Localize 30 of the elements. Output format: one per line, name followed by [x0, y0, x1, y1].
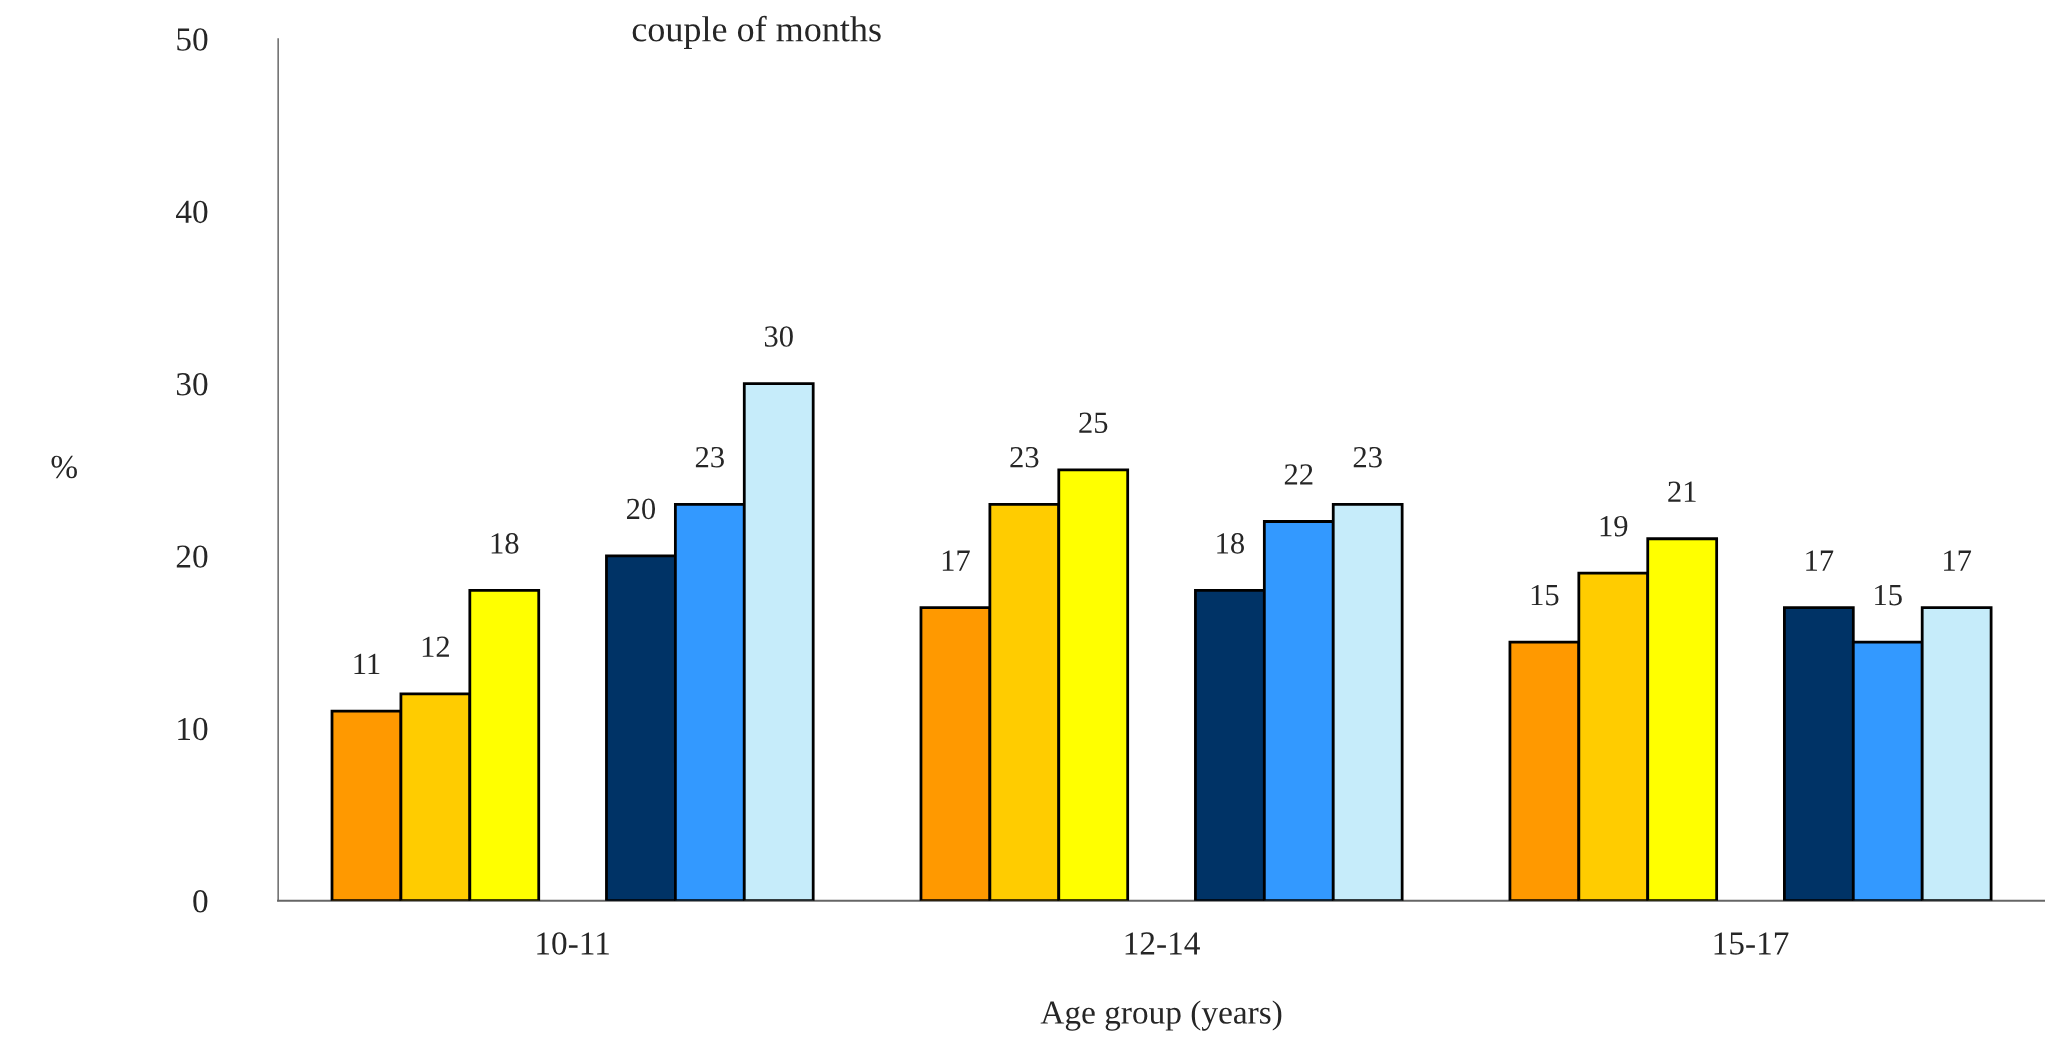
y-tick-label: 0 [193, 890, 208, 913]
x-tick-label: 12-14 [1125, 932, 1200, 955]
data-label: 23 [695, 446, 724, 468]
x-tick-label: 15-17 [1714, 932, 1789, 955]
data-label: 12 [422, 636, 449, 657]
data-label: 11 [354, 653, 380, 675]
data-label: 23 [1353, 446, 1382, 468]
data-label: 18 [491, 533, 519, 554]
data-label: 23 [1010, 446, 1039, 468]
x-tick-label: 10-11 [537, 932, 609, 955]
y-tick-label: 10 [178, 717, 208, 741]
data-label: 21 [1668, 481, 1696, 502]
data-label: 19 [1600, 515, 1628, 537]
x-axis-title: Age group (years) [1040, 1000, 1282, 1031]
data-label: 30 [764, 326, 793, 347]
data-label: 17 [1944, 550, 1972, 571]
data-label: 15 [1531, 584, 1559, 606]
data-label: 25 [1079, 412, 1108, 434]
data-label: 17 [942, 550, 970, 571]
y-axis-title: % [51, 455, 77, 479]
data-label: 20 [626, 498, 656, 520]
chart-title: couple of months [632, 15, 881, 49]
data-label: 18 [1217, 533, 1244, 554]
y-tick-label: 30 [176, 373, 208, 396]
y-tick-label: 50 [177, 28, 208, 51]
data-label: 15 [1875, 584, 1902, 606]
y-tick-label: 20 [176, 545, 208, 568]
data-label: 22 [1284, 464, 1313, 485]
y-tick-label: 40 [175, 200, 208, 224]
data-label: 17 [1806, 550, 1834, 571]
